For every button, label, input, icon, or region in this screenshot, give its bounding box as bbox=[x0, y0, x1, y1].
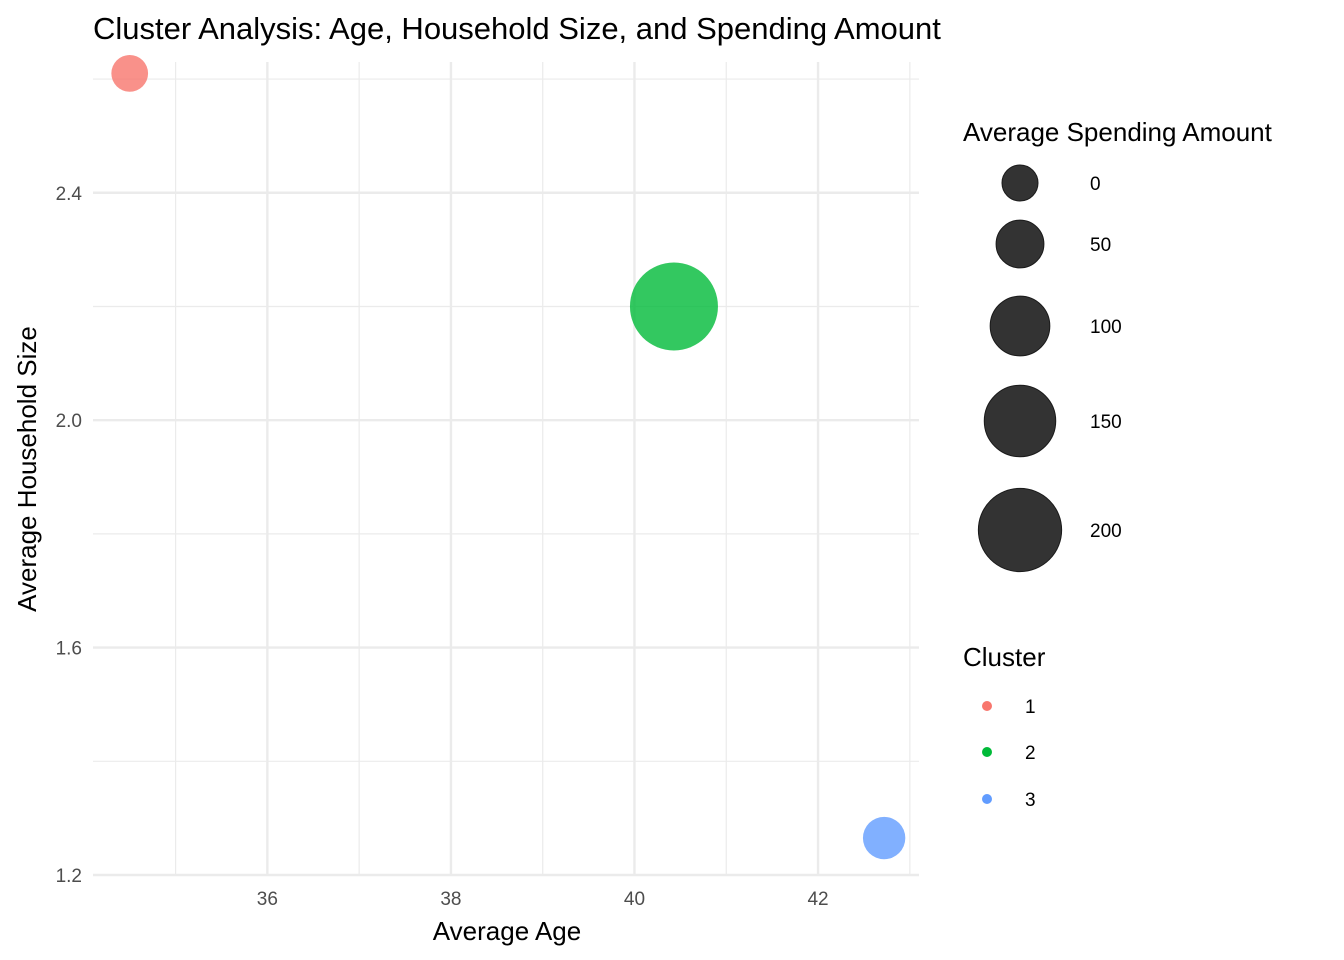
y-tick-label: 1.6 bbox=[56, 639, 82, 660]
y-axis-title: Average Household Size bbox=[12, 326, 42, 612]
color-legend-key bbox=[982, 794, 992, 804]
size-legend-key bbox=[995, 219, 1045, 269]
cluster-2-point bbox=[629, 262, 718, 351]
color-legend-title: Cluster bbox=[963, 642, 1046, 672]
color-legend-key bbox=[982, 701, 992, 711]
color-legend-label: 3 bbox=[1025, 790, 1036, 811]
x-tick-label: 38 bbox=[440, 889, 461, 910]
x-tick-label: 36 bbox=[257, 889, 278, 910]
chart-title: Cluster Analysis: Age, Household Size, a… bbox=[93, 11, 941, 46]
color-legend: 1 2 3 bbox=[982, 697, 1036, 811]
cluster-3-point bbox=[862, 816, 906, 860]
y-tick-label: 1.2 bbox=[56, 866, 82, 887]
size-legend-title: Average Spending Amount bbox=[963, 117, 1273, 147]
y-tick-label: 2.4 bbox=[56, 184, 83, 205]
size-legend-label: 150 bbox=[1090, 412, 1122, 433]
grid bbox=[93, 62, 919, 877]
size-legend-key bbox=[977, 487, 1063, 573]
x-tick-label: 42 bbox=[807, 889, 828, 910]
x-axis-title: Average Age bbox=[433, 916, 581, 946]
cluster-1-point bbox=[111, 55, 149, 92]
y-axis-ticks: 1.2 1.6 2.0 2.4 bbox=[56, 184, 83, 887]
color-legend-key bbox=[982, 747, 992, 757]
y-tick-label: 2.0 bbox=[56, 411, 82, 432]
size-legend-key bbox=[1001, 164, 1039, 202]
color-legend-label: 2 bbox=[1025, 743, 1036, 764]
data-points bbox=[111, 55, 906, 860]
size-legend-key bbox=[983, 384, 1057, 458]
size-legend-label: 50 bbox=[1090, 235, 1111, 256]
size-legend: 0 50 100 150 200 bbox=[977, 164, 1122, 573]
color-legend-label: 1 bbox=[1025, 697, 1036, 718]
size-legend-label: 0 bbox=[1090, 174, 1101, 195]
size-legend-label: 100 bbox=[1090, 317, 1122, 338]
x-tick-label: 40 bbox=[624, 889, 645, 910]
x-axis-ticks: 36 38 40 42 bbox=[257, 889, 829, 910]
size-legend-key bbox=[989, 295, 1051, 357]
size-legend-label: 200 bbox=[1090, 521, 1122, 542]
